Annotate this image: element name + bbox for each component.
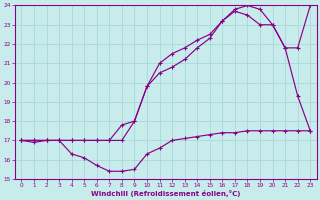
X-axis label: Windchill (Refroidissement éolien,°C): Windchill (Refroidissement éolien,°C): [91, 190, 241, 197]
